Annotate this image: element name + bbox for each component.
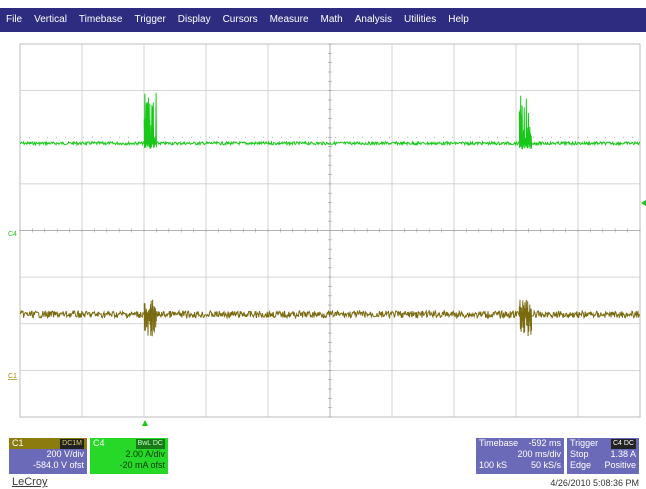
timebase-rate: 50 kS/s (530, 460, 561, 470)
c4-trace-pulse (143, 92, 157, 150)
timebase-delay: -592 ms (528, 438, 561, 448)
c1-trace (19, 309, 640, 320)
menu-help[interactable]: Help (448, 14, 469, 25)
timebase-label: Timebase (479, 438, 519, 448)
trigger-descriptor[interactable]: Trigger C4 DC Stop 1.38 A Edge Positive (567, 438, 639, 474)
menu-file[interactable]: File (6, 14, 23, 25)
trigger-label: Trigger (570, 438, 599, 448)
menu-math[interactable]: Math (320, 14, 343, 25)
menu-timebase[interactable]: Timebase (78, 14, 123, 25)
title-strip (0, 0, 646, 8)
timebase-descriptor[interactable]: Timebase -592 ms 200 ms/div 100 kS 50 kS… (476, 438, 564, 474)
menu-trigger[interactable]: Trigger (134, 14, 166, 25)
menu-utilities[interactable]: Utilities (403, 14, 437, 25)
c4-vdiv: 2.00 A/div (125, 449, 165, 459)
c4-descriptor[interactable]: C4 BwL DC 2.00 A/div -20 mA ofst (90, 438, 168, 474)
c4-offset: -20 mA ofst (119, 460, 165, 470)
c1-vdiv: 200 V/div (46, 449, 84, 459)
timebase-samples: 100 kS (479, 460, 508, 470)
c4-ground-marker[interactable]: C4 (8, 231, 17, 238)
c4-trace (19, 139, 641, 147)
menu-measure[interactable]: Measure (269, 14, 309, 25)
c1-coupling-tag: DC1M (60, 439, 84, 449)
waveform-traces (19, 92, 641, 337)
c4-coupling-tag: BwL DC (135, 439, 165, 449)
c1-offset: -584.0 V ofst (32, 460, 84, 470)
c1-label: C1 (12, 438, 24, 448)
datetime-stamp: 4/26/2010 5:08:36 PM (550, 478, 639, 488)
menu-bar: File Vertical Timebase Trigger Display C… (0, 8, 646, 32)
c4-label: C4 (93, 438, 105, 448)
waveform-display[interactable]: C4 C1 (0, 32, 646, 432)
trigger-position-marker[interactable] (142, 420, 148, 426)
menu-cursors[interactable]: Cursors (222, 14, 258, 25)
graticule-grid (19, 43, 641, 418)
c1-trace-pulse (518, 299, 533, 337)
c1-trace-pulse (143, 299, 157, 337)
menu-analysis[interactable]: Analysis (354, 14, 392, 25)
menu-display[interactable]: Display (177, 14, 211, 25)
trigger-level-marker[interactable] (641, 200, 646, 206)
brand-logo: LeCroy (12, 476, 48, 488)
trigger-type: Edge (570, 460, 592, 470)
trigger-level: 1.38 A (610, 449, 636, 459)
menu-vertical[interactable]: Vertical (34, 14, 67, 25)
timebase-tdiv: 200 ms/div (517, 449, 561, 459)
trigger-mode: Stop (570, 449, 589, 459)
c4-trace-pulse (518, 95, 533, 150)
trigger-source-tag: C4 DC (610, 439, 636, 449)
trigger-slope: Positive (604, 460, 636, 470)
c1-ground-marker[interactable]: C1 (8, 373, 17, 380)
c1-descriptor[interactable]: C1 DC1M 200 V/div -584.0 V ofst (9, 438, 87, 474)
